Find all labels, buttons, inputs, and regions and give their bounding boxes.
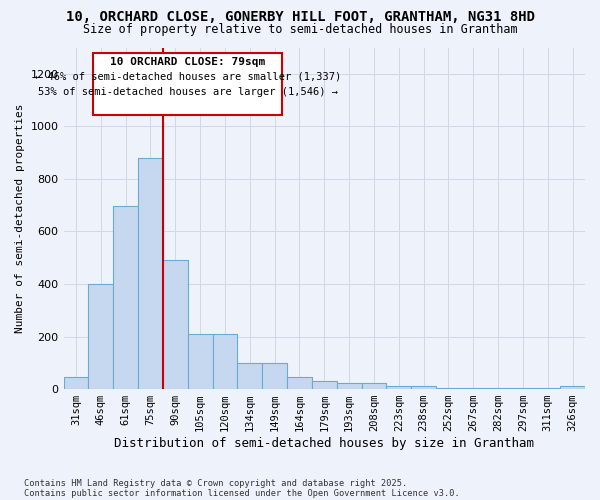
Text: Size of property relative to semi-detached houses in Grantham: Size of property relative to semi-detach… <box>83 22 517 36</box>
Text: Contains HM Land Registry data © Crown copyright and database right 2025.: Contains HM Land Registry data © Crown c… <box>24 478 407 488</box>
Bar <box>262 363 287 389</box>
Text: 53% of semi-detached houses are larger (1,546) →: 53% of semi-detached houses are larger (… <box>38 87 338 97</box>
Bar <box>337 382 362 389</box>
Bar <box>485 388 511 389</box>
Bar <box>94 53 282 114</box>
Bar <box>362 382 386 389</box>
Bar <box>64 378 88 389</box>
Bar <box>138 158 163 389</box>
Text: 10 ORCHARD CLOSE: 79sqm: 10 ORCHARD CLOSE: 79sqm <box>110 56 265 66</box>
Text: Contains public sector information licensed under the Open Government Licence v3: Contains public sector information licen… <box>24 488 460 498</box>
Bar <box>511 388 535 389</box>
Bar <box>386 386 411 389</box>
Text: 10, ORCHARD CLOSE, GONERBY HILL FOOT, GRANTHAM, NG31 8HD: 10, ORCHARD CLOSE, GONERBY HILL FOOT, GR… <box>65 10 535 24</box>
Bar <box>287 378 312 389</box>
Bar <box>212 334 238 389</box>
Bar <box>560 386 585 389</box>
Bar <box>113 206 138 389</box>
Bar <box>535 388 560 389</box>
Bar <box>188 334 212 389</box>
Y-axis label: Number of semi-detached properties: Number of semi-detached properties <box>15 104 25 333</box>
Text: ← 46% of semi-detached houses are smaller (1,337): ← 46% of semi-detached houses are smalle… <box>35 71 341 81</box>
Bar <box>163 260 188 389</box>
Bar <box>88 284 113 389</box>
X-axis label: Distribution of semi-detached houses by size in Grantham: Distribution of semi-detached houses by … <box>114 437 534 450</box>
Bar <box>238 363 262 389</box>
Bar <box>461 388 485 389</box>
Bar <box>312 381 337 389</box>
Bar <box>436 388 461 389</box>
Bar <box>411 386 436 389</box>
